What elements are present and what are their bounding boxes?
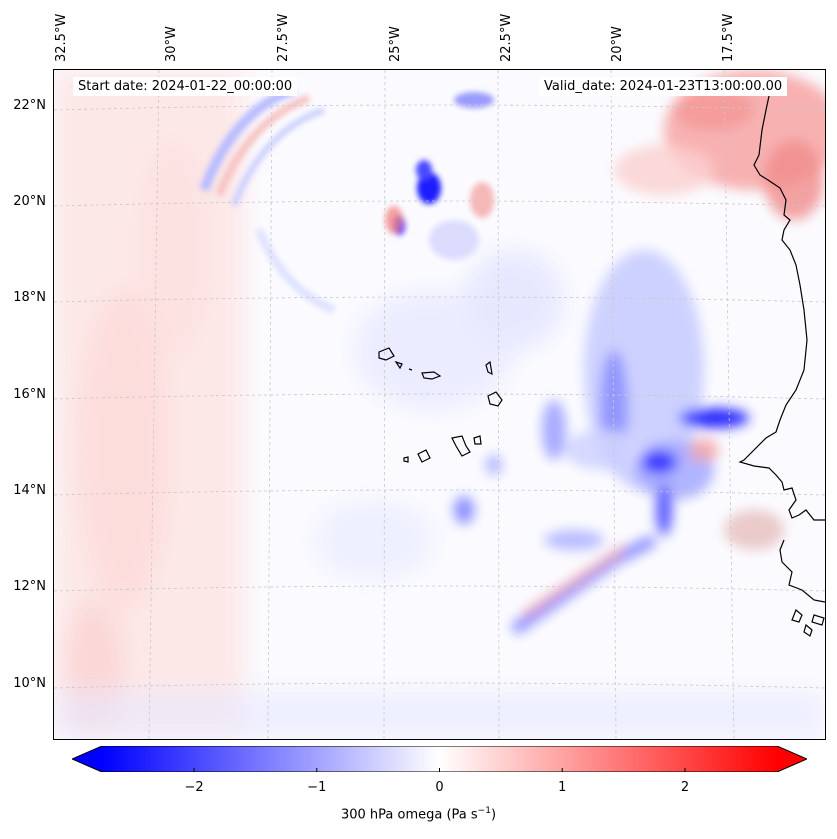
lon-label: 25°W — [388, 26, 403, 62]
omega-field-map — [54, 70, 825, 739]
lat-label: 22°N — [13, 98, 46, 113]
start-date-label: Start date: 2024-01-22_00:00:00 — [73, 77, 298, 96]
lat-label: 20°N — [13, 194, 46, 209]
graticule — [54, 70, 825, 739]
lon-label: 30°W — [164, 26, 179, 62]
colorbar-ticks — [193, 768, 686, 772]
convective-cells-north — [385, 92, 494, 260]
lon-label: 32.5°W — [54, 13, 69, 62]
lon-label: 27.5°W — [276, 13, 291, 62]
colorbar-max-extend — [777, 746, 807, 772]
positive-broad-west — [54, 70, 825, 739]
colorbar-min-extend — [72, 746, 102, 772]
valid-date-label: Valid_date: 2024-01-23T13:00:00.00 — [539, 77, 788, 96]
colorbar — [72, 746, 807, 772]
colorbar-tick-label: 2 — [680, 780, 690, 795]
positive-northeast — [614, 70, 825, 220]
lon-label: 17.5°W — [721, 13, 736, 62]
colorbar-title: 300 hPa omega (Pa s−1) — [340, 806, 497, 823]
lat-label: 18°N — [13, 290, 46, 305]
colorbar-gradient — [102, 746, 777, 772]
lon-label: 20°W — [610, 26, 625, 62]
map-panel — [53, 69, 826, 740]
lon-label: 22.5°W — [499, 13, 514, 62]
cape-verde-islands — [378, 347, 503, 463]
lat-label: 14°N — [13, 483, 46, 498]
colorbar-tick-label: −2 — [184, 780, 204, 795]
colorbar-tick-label: −1 — [307, 780, 327, 795]
colorbar-tick-label: 1 — [558, 780, 567, 795]
colorbar-tick-label: 0 — [435, 780, 444, 795]
coastline — [738, 95, 825, 637]
lat-label: 10°N — [13, 676, 46, 691]
negative-central-faint — [314, 250, 564, 580]
lat-label: 12°N — [13, 579, 46, 594]
lat-label: 16°N — [13, 387, 46, 402]
